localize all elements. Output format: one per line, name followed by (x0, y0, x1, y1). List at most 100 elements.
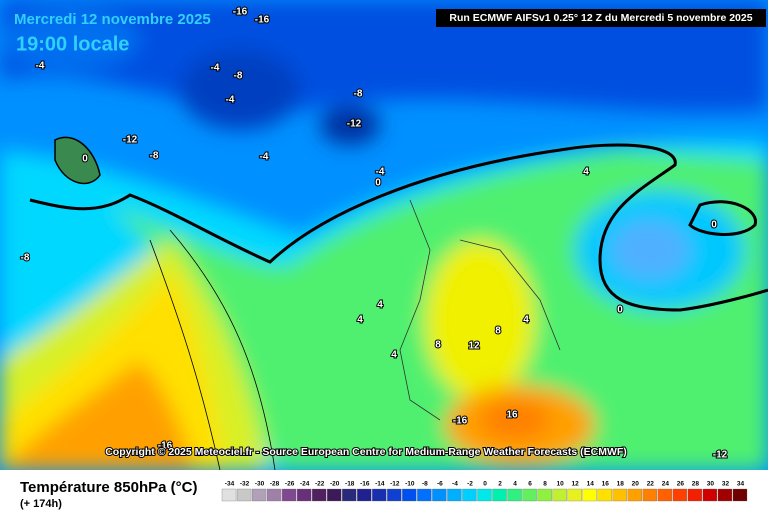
scale-label: 18 (617, 481, 625, 488)
scale-swatch (492, 488, 507, 502)
contour-label: -4 (36, 61, 45, 72)
color-scale: -34 -32 -30 -28 -26 -24 -22 -20 -18 -16 -14 -12 -10-… (221, 481, 748, 502)
scale-label: -28 (270, 481, 280, 488)
scale-swatch (266, 488, 282, 502)
contour-label: 16 (506, 410, 518, 421)
run-box (436, 9, 766, 27)
copyright: Copyright © 2025 Meteociel.fr - Source E… (105, 446, 627, 458)
contour-label: -12 (347, 119, 362, 130)
scale-label: -30 (255, 481, 265, 488)
contour-label: 4 (523, 315, 529, 326)
contour-label: 0 (82, 154, 88, 165)
scale-swatch (552, 488, 567, 502)
scale-swatch (567, 488, 582, 502)
contour-label: 0 (617, 305, 623, 316)
contour-label: 12 (468, 341, 480, 352)
scale-swatch (327, 488, 342, 502)
legend-subtitle: (+ 174h) (20, 498, 62, 510)
scale-label: 20 (632, 481, 640, 488)
scale-label: -26 (285, 481, 295, 488)
scale-swatch (627, 488, 642, 502)
scale-swatch (477, 488, 492, 502)
scale-swatch (357, 488, 372, 502)
scale-label: 10 (557, 481, 565, 488)
scale-swatch (432, 488, 447, 502)
contour-label: -8 (234, 71, 243, 82)
scale-swatch (387, 488, 402, 502)
contour-label: -16 (158, 441, 173, 452)
scale-label: 16 (602, 481, 610, 488)
scale-label: 32 (722, 481, 730, 488)
scale-swatch (597, 488, 612, 502)
contour-label: 4 (583, 167, 589, 178)
scale-swatch (417, 488, 432, 502)
scale-label: -2 (467, 481, 473, 488)
scale-label: -6 (437, 481, 443, 488)
scale-swatch (612, 488, 627, 502)
scale-swatch (251, 488, 267, 502)
scale-swatch (687, 488, 703, 502)
scale-label: -16 (360, 481, 370, 488)
contour-label: 4 (391, 350, 397, 361)
scale-swatch (462, 488, 477, 502)
scale-label: -34 (225, 481, 235, 488)
scale-label: -20 (330, 481, 340, 488)
contour-label: -12 (713, 450, 728, 461)
greenland-coast (54, 136, 101, 185)
coastline (399, 199, 561, 421)
temperature-field (0, 0, 768, 470)
contour-label: -4 (226, 95, 235, 106)
contour-label: -12 (123, 135, 138, 146)
scale-swatch (702, 488, 718, 502)
scale-label: 4 (513, 481, 517, 488)
contour-label: -8 (21, 253, 30, 264)
scale-label: 14 (587, 481, 595, 488)
scale-label: -10 (405, 481, 415, 488)
contour-label: -4 (260, 152, 269, 163)
scale-swatch (342, 488, 357, 502)
scale-label: -22 (315, 481, 325, 488)
contour-label: 4 (357, 315, 363, 326)
scale-swatch (221, 488, 237, 502)
scale-label: -24 (300, 481, 310, 488)
scale-label: -8 (422, 481, 428, 488)
contour-label: -8 (150, 151, 159, 162)
contour-label: -8 (354, 89, 363, 100)
scale-swatch (657, 488, 673, 502)
scale-label: -12 (390, 481, 400, 488)
date: Mercredi 12 novembre 2025 (14, 11, 211, 28)
scale-label: -32 (240, 481, 250, 488)
scale-label: 28 (692, 481, 700, 488)
scale-label: 24 (662, 481, 670, 488)
scale-label: 6 (528, 481, 532, 488)
scale-swatch (447, 488, 462, 502)
scale-swatch (642, 488, 657, 502)
contour-label: 0 (375, 178, 381, 189)
contour-label: -16 (255, 15, 270, 26)
scale-swatch (281, 488, 297, 502)
zero-contour (688, 200, 757, 236)
contour-label: 8 (495, 326, 501, 337)
scale-label: 26 (677, 481, 685, 488)
scale-swatch (717, 488, 733, 502)
contour-label: 0 (711, 220, 717, 231)
scale-label: 30 (707, 481, 715, 488)
scale-label: -14 (375, 481, 385, 488)
contour-label: 4 (377, 300, 383, 311)
contour (149, 229, 276, 470)
scale-label: 0 (483, 481, 487, 488)
scale-swatch (732, 488, 748, 502)
scale-swatch (672, 488, 688, 502)
scale-label: 8 (543, 481, 547, 488)
scale-label: 34 (737, 481, 745, 488)
scale-swatch (582, 488, 597, 502)
scale-swatch (296, 488, 312, 502)
contour-label: -16 (453, 416, 468, 427)
scale-label: 12 (572, 481, 580, 488)
zero-contour (29, 143, 768, 312)
scale-label: -18 (345, 481, 355, 488)
contour-label: -16 (233, 7, 248, 18)
contour-label: -4 (376, 167, 385, 178)
